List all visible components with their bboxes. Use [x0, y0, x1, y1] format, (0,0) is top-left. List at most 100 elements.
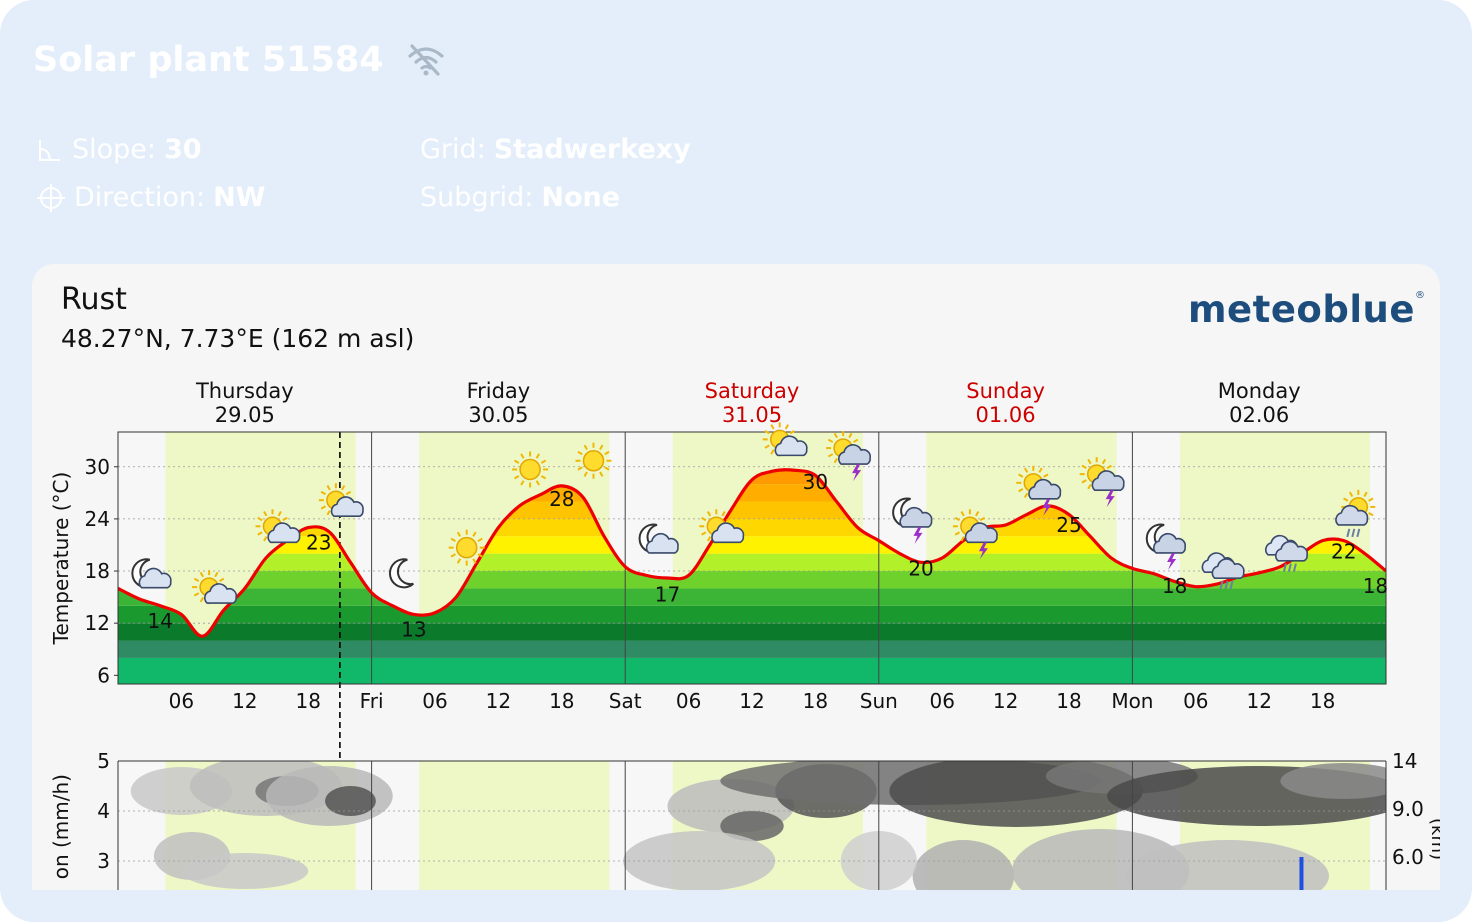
temp-band: [118, 640, 1386, 658]
time-tick-label: 06: [1183, 689, 1208, 713]
day-name: Sunday: [966, 379, 1045, 403]
day-name: Saturday: [705, 379, 800, 403]
temp-value-label: 18: [1162, 574, 1187, 598]
time-tick-label: 12: [232, 689, 257, 713]
temp-tick-label: 18: [85, 559, 110, 583]
time-tick-label: 06: [169, 689, 194, 713]
sun-icon: [512, 451, 549, 488]
temp-value-label: 17: [655, 583, 680, 607]
temp-tick-label: 24: [85, 507, 110, 531]
sun-cloud-icon: [318, 483, 364, 518]
time-tick-label: Sat: [609, 689, 642, 713]
time-tick-label: 18: [803, 689, 828, 713]
day-date: 01.06: [976, 403, 1036, 427]
time-tick-label: 12: [1246, 689, 1271, 713]
temp-value-label: 14: [148, 609, 173, 633]
slope-icon: [39, 139, 60, 161]
temp-band: [118, 657, 1386, 684]
cloud-rain-icon: [1265, 534, 1308, 572]
sun-cloud-icon: [192, 570, 237, 605]
temp-value-label: 13: [401, 617, 426, 641]
direction-field: Direction: NW: [36, 182, 265, 213]
moon-thunder-icon: [892, 497, 933, 544]
temp-value-label: 25: [1056, 513, 1081, 537]
day-name: Friday: [467, 379, 531, 403]
daylight-band: [419, 761, 610, 890]
slope-value: 30: [164, 134, 202, 165]
moon-cloud-icon: [131, 558, 172, 589]
sun-thunder-icon: [952, 509, 998, 560]
subgrid-label: Subgrid:: [420, 182, 534, 213]
slope-label: Slope:: [72, 134, 157, 165]
cloud-rain-icon: [1201, 552, 1245, 590]
meteogram-panel: Rust 48.27°N, 7.73°E (162 m asl) meteobl…: [32, 264, 1440, 890]
temp-axis-label: Temperature (°C): [49, 472, 73, 646]
sun-cloud-icon: [255, 509, 301, 544]
time-tick-label: 12: [486, 689, 511, 713]
cloud-blob: [720, 811, 784, 841]
altitude-tick-label: 6.0: [1392, 845, 1424, 869]
precip-axis-label: on (mm/h): [49, 774, 73, 879]
time-tick-label: 06: [422, 689, 447, 713]
temp-band: [118, 605, 1386, 624]
altitude-tick-label: 9.0: [1392, 797, 1424, 821]
temp-value-label: 20: [908, 557, 933, 581]
sun-icon: [575, 442, 612, 479]
subgrid-value: None: [541, 182, 621, 213]
temp-tick-label: 30: [85, 455, 110, 479]
moon-icon: [388, 558, 414, 589]
temp-tick-label: 12: [85, 611, 110, 635]
day-date: 30.05: [468, 403, 528, 427]
cloud-blob: [623, 831, 776, 890]
title-row: Solar plant 51584: [33, 38, 446, 82]
precip-tick-label: 4: [97, 799, 110, 823]
cloud-blob: [325, 786, 376, 816]
sun-cloud-icon: [699, 509, 745, 544]
cloud-blob: [1280, 763, 1386, 799]
crosshair-icon: [37, 183, 65, 212]
altitude-tick-label: 14: [1392, 749, 1417, 773]
cloud-blob: [181, 853, 309, 889]
slope-field: Slope: 30: [36, 134, 202, 165]
logo-mark: ®: [1414, 290, 1426, 301]
sun-cloud-icon: [762, 422, 808, 457]
day-name: Thursday: [195, 379, 294, 403]
precip-tick-label: 3: [97, 849, 110, 873]
sun-thunder-icon: [1079, 457, 1125, 508]
cloud-blob: [1126, 840, 1329, 890]
location-name: Rust: [61, 282, 127, 317]
day-name: Monday: [1218, 379, 1301, 403]
time-tick-label: 18: [295, 689, 320, 713]
direction-label: Direction:: [74, 182, 206, 213]
temp-value-label: 30: [803, 470, 828, 494]
temperature-line: [118, 468, 1386, 638]
grid-field: Grid: Stadwerkexy: [420, 134, 691, 165]
grid-value: Stadwerkexy: [493, 134, 691, 165]
precip-tick-label: 5: [97, 749, 110, 773]
day-date: 29.05: [215, 403, 275, 427]
sun-thunder-icon: [826, 431, 871, 482]
altitude-axis-label: (km): [1427, 818, 1440, 860]
temp-band: [118, 623, 1386, 641]
cloud-blob: [912, 840, 1015, 890]
sun-thunder-icon: [1016, 465, 1062, 516]
location-coordinates: 48.27°N, 7.73°E (162 m asl): [61, 324, 415, 353]
temp-value-label: 23: [306, 531, 331, 555]
time-tick-label: Sun: [860, 689, 898, 713]
subgrid-field: Subgrid: None: [420, 182, 620, 213]
logo-text: meteoblue: [1188, 288, 1415, 331]
plant-title: Solar plant 51584: [33, 40, 384, 80]
moon-cloud-icon: [638, 523, 679, 554]
grid-label: Grid:: [420, 134, 486, 165]
temp-value-label: 22: [1331, 539, 1356, 563]
time-tick-label: 06: [929, 689, 954, 713]
time-tick-label: 12: [993, 689, 1018, 713]
temp-band: [118, 588, 1386, 606]
sun-icon: [448, 529, 485, 566]
temp-plot-border: [117, 431, 1387, 685]
meteoblue-logo: meteoblue®: [1188, 288, 1425, 331]
direction-value: NW: [213, 182, 266, 213]
temp-tick-label: 6: [97, 663, 110, 687]
